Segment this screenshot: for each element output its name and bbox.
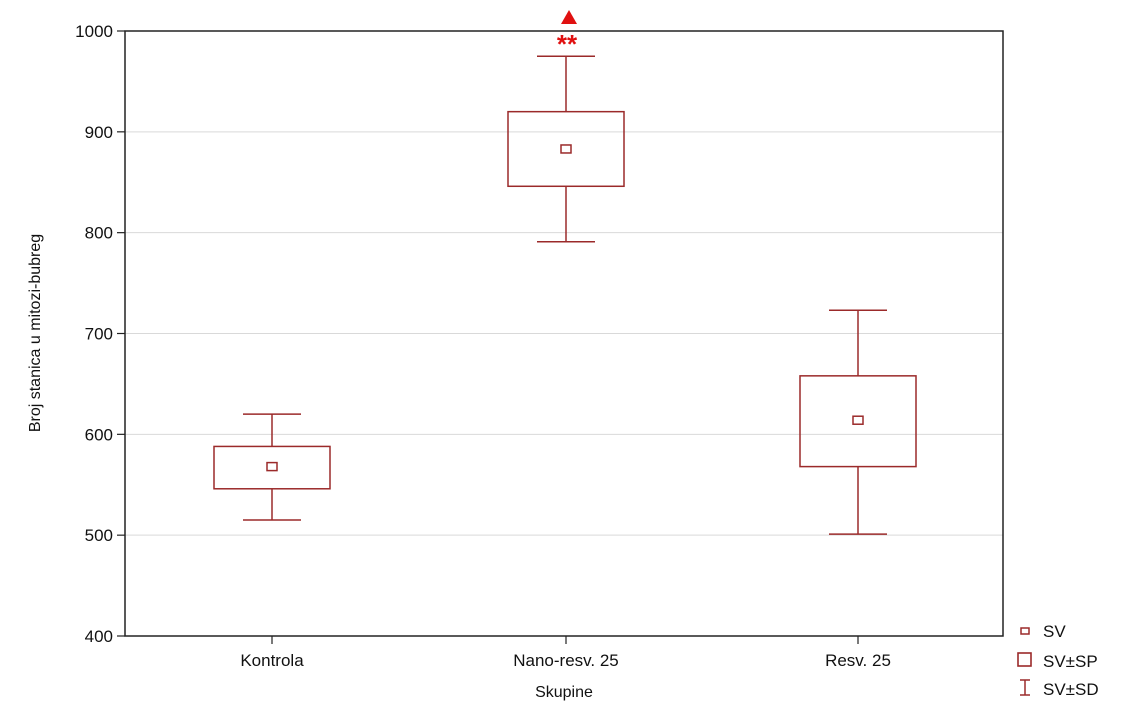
significance-stars: **: [557, 29, 578, 59]
y-tick-label: 500: [85, 526, 113, 545]
x-tick-label: Resv. 25: [825, 651, 891, 670]
box-group: [213, 413, 331, 521]
x-axis-title: Skupine: [535, 684, 593, 701]
legend: SV SV±SP SV±SD: [1017, 622, 1099, 699]
y-tick-label: 900: [85, 123, 113, 142]
mean-marker: [266, 461, 278, 472]
legend-mean-icon: [1020, 627, 1030, 635]
y-tick-label: 600: [85, 425, 113, 444]
x-tick-label: Kontrola: [240, 651, 304, 670]
y-tick-label: 800: [85, 224, 113, 243]
mean-marker: [852, 415, 864, 425]
legend-label: SV±SP: [1043, 652, 1098, 671]
y-tick-label: 1000: [75, 22, 113, 41]
y-tick-label: 400: [85, 627, 113, 646]
legend-label: SV: [1043, 622, 1066, 641]
legend-box-icon: [1017, 652, 1032, 667]
significance-triangle-icon: [561, 10, 577, 24]
se-box: [213, 445, 331, 490]
x-tick-label: Nano-resv. 25: [513, 651, 619, 670]
y-axis: 400 500 600 700 800 900 1000: [75, 22, 125, 646]
se-box: [507, 110, 625, 188]
x-axis: Kontrola Nano-resv. 25 Resv. 25: [240, 636, 891, 670]
plot-frame: [124, 30, 1004, 637]
y-axis-title: Broj stanica u mitozi-bubreg: [27, 234, 44, 432]
significance-layer: **: [557, 10, 578, 59]
se-box: [799, 375, 917, 468]
box-group: [799, 309, 917, 535]
boxes-layer: [213, 55, 917, 535]
legend-label: SV±SD: [1043, 680, 1099, 699]
y-tick-label: 700: [85, 325, 113, 344]
box-group: [507, 55, 625, 243]
mean-marker: [560, 144, 572, 154]
